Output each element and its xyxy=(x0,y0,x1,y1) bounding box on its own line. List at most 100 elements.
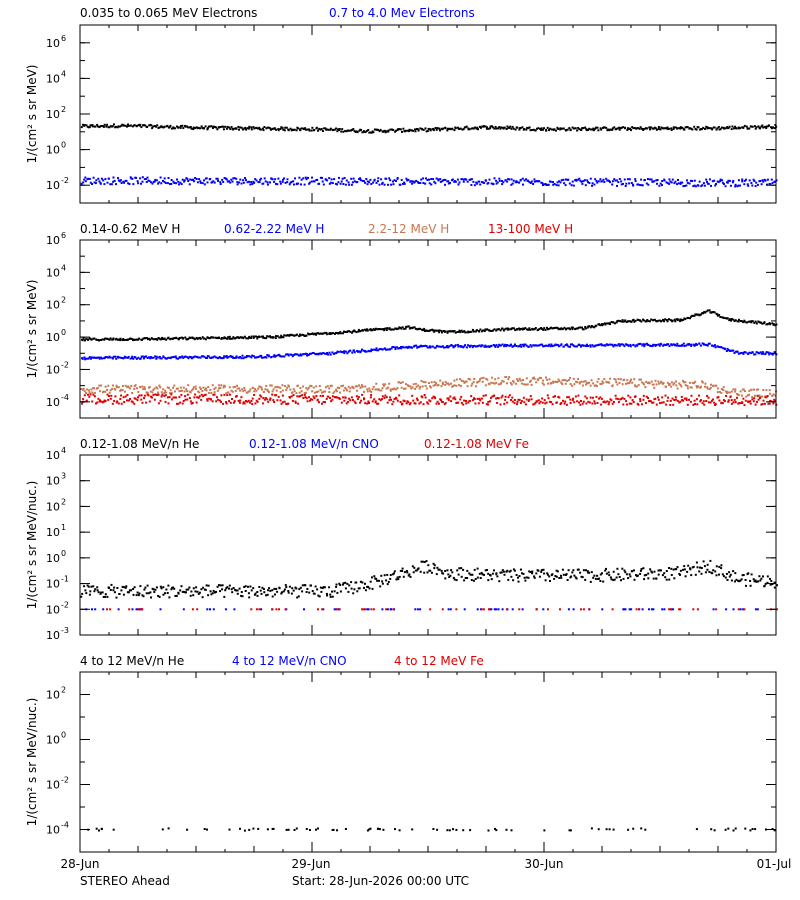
data-point xyxy=(105,356,108,358)
data-point xyxy=(516,403,518,406)
data-point xyxy=(391,403,394,406)
data-point xyxy=(96,589,99,592)
data-point xyxy=(599,343,601,346)
data-point xyxy=(310,129,313,132)
data-point xyxy=(754,394,756,397)
data-point xyxy=(311,332,314,335)
data-point xyxy=(258,181,261,184)
data-point xyxy=(464,126,467,129)
data-point xyxy=(321,130,324,132)
data-point xyxy=(458,127,461,130)
data-point xyxy=(624,185,627,187)
data-point xyxy=(404,346,407,349)
data-point xyxy=(158,384,161,387)
data-point xyxy=(130,400,133,403)
data-point xyxy=(116,400,119,403)
data-point xyxy=(470,127,473,130)
data-point xyxy=(478,180,481,183)
data-point xyxy=(170,398,173,401)
data-point xyxy=(383,329,386,332)
data-point xyxy=(239,356,242,358)
data-point xyxy=(220,394,223,397)
data-point xyxy=(239,399,242,402)
data-point xyxy=(233,608,236,611)
data-point xyxy=(469,178,472,181)
data-point xyxy=(429,386,432,389)
data-point xyxy=(531,377,534,380)
data-point xyxy=(152,393,155,396)
data-point xyxy=(371,576,373,579)
data-point xyxy=(460,345,463,348)
data-point xyxy=(289,353,292,356)
data-point xyxy=(338,128,341,130)
data-point xyxy=(249,183,252,186)
data-point xyxy=(745,125,748,128)
data-point xyxy=(422,345,425,347)
data-point xyxy=(692,608,695,611)
data-point xyxy=(159,585,162,588)
data-point xyxy=(618,128,621,131)
data-point xyxy=(263,126,266,128)
data-point xyxy=(321,180,324,183)
data-point xyxy=(207,594,210,597)
data-point xyxy=(486,378,489,381)
data-point xyxy=(412,571,415,574)
data-point xyxy=(684,381,687,384)
data-point xyxy=(215,400,218,403)
data-point xyxy=(203,355,206,358)
data-point xyxy=(106,337,109,340)
data-point xyxy=(244,590,247,592)
data-point xyxy=(694,344,697,346)
data-point xyxy=(466,331,469,334)
data-point xyxy=(508,376,511,379)
data-point xyxy=(117,402,120,405)
data-point xyxy=(417,567,420,570)
data-point xyxy=(271,608,274,611)
data-point xyxy=(206,127,209,130)
data-point xyxy=(141,608,144,611)
data-point xyxy=(494,345,497,348)
data-point xyxy=(453,330,456,333)
data-point xyxy=(129,176,132,179)
data-point xyxy=(181,355,184,358)
data-point xyxy=(336,591,339,594)
data-point xyxy=(142,388,145,391)
data-point xyxy=(538,327,541,330)
data-point xyxy=(574,395,577,398)
data-point xyxy=(439,379,442,382)
data-point xyxy=(380,389,383,392)
data-point xyxy=(87,338,90,341)
data-point xyxy=(436,345,439,347)
data-point xyxy=(465,178,468,181)
data-point xyxy=(306,400,309,403)
data-point xyxy=(131,357,133,359)
data-point xyxy=(402,346,405,349)
data-point xyxy=(316,178,319,181)
data-point xyxy=(232,587,235,589)
data-point xyxy=(138,337,141,340)
data-point xyxy=(300,354,303,357)
data-point xyxy=(730,349,733,352)
data-point xyxy=(706,344,709,347)
data-point xyxy=(529,328,532,331)
data-point xyxy=(515,574,518,576)
data-point xyxy=(727,827,730,830)
data-point xyxy=(336,183,338,186)
data-point xyxy=(584,327,587,330)
data-point xyxy=(390,347,393,350)
data-point xyxy=(691,381,694,384)
data-point xyxy=(355,581,358,584)
data-point xyxy=(176,387,179,390)
data-point xyxy=(679,320,682,323)
data-point xyxy=(189,400,192,403)
data-point xyxy=(330,400,333,403)
data-point xyxy=(590,379,593,382)
data-point xyxy=(349,349,352,352)
data-point xyxy=(458,329,461,332)
data-point xyxy=(307,386,310,389)
data-point xyxy=(601,608,604,611)
data-point xyxy=(127,338,129,341)
data-point xyxy=(396,387,399,390)
data-point xyxy=(584,380,587,383)
data-point xyxy=(308,333,311,336)
